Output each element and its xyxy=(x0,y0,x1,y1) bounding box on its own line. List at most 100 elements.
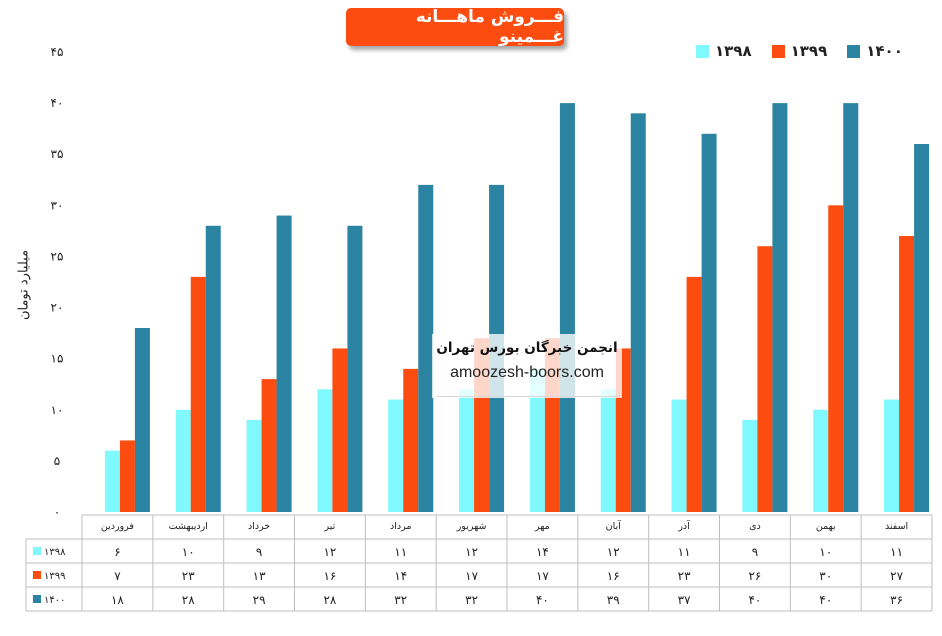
data-label: ۲۸ xyxy=(182,593,195,607)
bar-0-6 xyxy=(529,368,545,512)
x-tick-label: بهمن xyxy=(816,521,836,532)
bar-2-6 xyxy=(559,103,575,512)
data-label: ۱۳ xyxy=(253,569,266,583)
x-tick-label: مهر xyxy=(534,521,550,532)
data-label: ۶ xyxy=(114,545,120,559)
bar-0-2 xyxy=(246,420,262,512)
bar-0-0 xyxy=(104,450,120,512)
data-label: ۹ xyxy=(256,545,262,559)
data-label: ۲۹ xyxy=(253,593,266,607)
data-label: ۱۸ xyxy=(111,593,124,607)
data-label: ۲۷ xyxy=(890,569,903,583)
watermark-title: انجمن خبرگان بورس تهران xyxy=(436,340,618,356)
data-label: ۱۷ xyxy=(465,569,478,583)
bar-0-3 xyxy=(317,389,333,512)
data-label: ۱۲ xyxy=(465,545,478,559)
data-label: ۴۰ xyxy=(819,593,832,607)
x-tick-label: اردیبهشت xyxy=(169,521,208,532)
data-label: ۳۰ xyxy=(819,569,832,583)
y-tick-label: ۲۵ xyxy=(51,249,64,263)
bar-2-4 xyxy=(418,184,434,512)
legend-item-1399: ۱۳۹۹ xyxy=(771,42,828,60)
bar-0-4 xyxy=(388,399,404,512)
y-tick-label: ۰ xyxy=(54,505,60,519)
legend-swatch-1400 xyxy=(847,44,861,58)
data-label: ۱۱ xyxy=(890,545,903,559)
table-legend-swatch xyxy=(33,571,41,579)
x-tick-label: مرداد xyxy=(390,521,411,532)
bar-2-2 xyxy=(276,215,292,513)
bar-1-9 xyxy=(757,246,773,512)
bar-2-3 xyxy=(347,225,363,512)
y-tick-label: ۱۵ xyxy=(51,352,64,366)
watermark-url: amoozesh-boors.com xyxy=(450,364,604,381)
table-series-name: ۱۳۹۸ xyxy=(44,547,66,558)
bar-0-11 xyxy=(884,399,900,512)
legend-item-1398: ۱۳۹۸ xyxy=(696,42,752,60)
legend-item-1400: ۱۴۰۰ xyxy=(847,42,903,60)
table-legend-swatch xyxy=(33,547,41,555)
x-tick-label: آذر xyxy=(677,519,690,532)
bar-0-7 xyxy=(600,389,616,512)
data-label: ۱۷ xyxy=(536,569,549,583)
x-tick-label: تیر xyxy=(324,521,336,532)
data-label: ۳۹ xyxy=(607,593,620,607)
bar-1-8 xyxy=(686,276,702,512)
y-tick-label: ۵ xyxy=(54,454,60,468)
bar-2-0 xyxy=(134,328,150,512)
legend-swatch-1399 xyxy=(771,44,785,58)
y-tick-label: ۴۰ xyxy=(51,96,64,110)
y-tick-label: ۴۵ xyxy=(51,45,64,59)
data-label: ۱۴ xyxy=(536,545,549,559)
data-label: ۳۶ xyxy=(890,593,903,607)
bar-1-4 xyxy=(403,368,419,512)
legend-label-1399: ۱۳۹۹ xyxy=(790,42,828,60)
x-tick-label: فروردین xyxy=(101,521,134,532)
legend-label-1400: ۱۴۰۰ xyxy=(866,42,903,60)
x-tick-label: دی xyxy=(749,521,761,532)
data-label: ۱۶ xyxy=(323,569,336,583)
data-label: ۱۱ xyxy=(678,545,691,559)
x-tick-label: شهریور xyxy=(456,521,487,532)
data-label: ۷ xyxy=(114,569,121,583)
bar-2-8 xyxy=(701,133,717,512)
data-label: ۱۴ xyxy=(394,569,407,583)
x-tick-label: خرداد xyxy=(248,521,270,532)
watermark-divider xyxy=(436,396,618,397)
x-tick-label: اسفند xyxy=(885,521,908,532)
bar-1-1 xyxy=(190,276,206,512)
data-label: ۲۸ xyxy=(323,593,336,607)
x-tick-label: آبان xyxy=(606,519,622,532)
bar-2-9 xyxy=(772,103,788,512)
data-label: ۱۱ xyxy=(394,545,407,559)
bar-2-10 xyxy=(843,103,859,512)
data-label: ۴۰ xyxy=(536,593,549,607)
data-label: ۱۲ xyxy=(607,545,620,559)
data-label: ۲۳ xyxy=(678,569,691,583)
data-label: ۱۰ xyxy=(182,545,195,559)
table-series-name: ۱۴۰۰ xyxy=(44,595,65,606)
bar-2-7 xyxy=(630,113,646,512)
table-series-name: ۱۳۹۹ xyxy=(44,571,65,582)
watermark: انجمن خبرگان بورس تهران amoozesh-boors.c… xyxy=(432,334,622,398)
data-label: ۲۶ xyxy=(748,569,761,583)
legend-swatch-1398 xyxy=(696,44,709,58)
chart-title: فـــروش ماهـــانه غـــمینو xyxy=(346,7,564,47)
data-label: ۲۳ xyxy=(182,569,195,583)
data-label: ۹ xyxy=(752,545,758,559)
bar-0-8 xyxy=(671,399,687,512)
y-tick-label: ۱۰ xyxy=(51,403,64,417)
bar-2-1 xyxy=(205,225,221,512)
y-tick-label: ۳۵ xyxy=(51,147,64,161)
data-label: ۳۲ xyxy=(394,593,407,607)
bar-1-11 xyxy=(899,236,915,512)
bar-1-3 xyxy=(332,348,348,512)
table-legend-swatch xyxy=(33,595,41,603)
data-label: ۱۲ xyxy=(323,545,336,559)
data-label: ۱۶ xyxy=(607,569,620,583)
data-label: ۳۲ xyxy=(465,593,478,607)
data-label: ۳۷ xyxy=(678,593,691,607)
bar-1-10 xyxy=(828,205,844,513)
y-tick-label: ۳۰ xyxy=(51,198,64,212)
